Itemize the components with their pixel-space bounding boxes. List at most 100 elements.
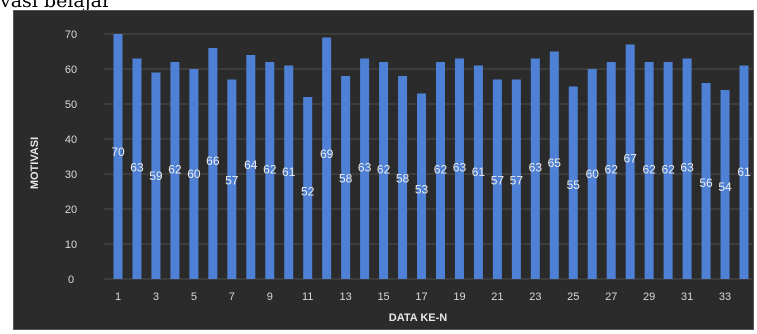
data-labels: 70 63 59 62 60 66 57 64 62 61 52 69 58 63 62 58 53 62 63 61… — [111, 145, 751, 199]
data-label: 63 — [358, 160, 372, 174]
data-label: 63 — [453, 160, 467, 174]
data-label: 61 — [282, 165, 296, 179]
x-tick-label: 25 — [567, 291, 579, 303]
x-tick-label: 27 — [605, 291, 617, 303]
data-label: 63 — [130, 160, 144, 174]
y-tick-label: 10 — [65, 239, 77, 251]
data-label: 67 — [624, 152, 638, 166]
data-label: 61 — [737, 165, 751, 179]
x-tick-label: 15 — [377, 291, 389, 303]
y-tick-label: 20 — [65, 204, 77, 216]
data-label: 70 — [111, 145, 125, 159]
data-label: 64 — [244, 158, 258, 172]
data-label: 62 — [377, 163, 391, 177]
bar — [284, 65, 294, 279]
bar — [511, 79, 521, 279]
data-label: 57 — [510, 174, 524, 188]
x-tick-label: 31 — [681, 291, 693, 303]
y-tick-label: 0 — [68, 274, 74, 286]
bar — [227, 79, 237, 279]
data-label: 63 — [680, 160, 694, 174]
bar — [473, 65, 483, 279]
data-label: 56 — [699, 176, 713, 190]
x-tick-label: 5 — [191, 291, 197, 303]
data-label: 62 — [263, 163, 277, 177]
chart-frame: 0 10 20 30 40 50 60 70 1 3 5 7 9 11 13 15 17 19 21 23 25 27 2… — [13, 10, 754, 330]
bar — [625, 44, 635, 279]
y-tick-label: 40 — [65, 134, 77, 146]
y-tick-label: 60 — [65, 64, 77, 76]
data-label: 62 — [605, 163, 619, 177]
bar — [530, 58, 540, 279]
bar — [151, 72, 161, 279]
bar — [246, 55, 256, 279]
y-tick-labels: 0 10 20 30 40 50 60 70 — [65, 29, 77, 286]
y-tick-label: 30 — [65, 169, 77, 181]
data-label: 63 — [529, 160, 543, 174]
data-label: 54 — [718, 180, 732, 194]
figure-caption: vasi belajar — [0, 0, 112, 12]
data-label: 62 — [168, 163, 182, 177]
bar — [113, 34, 123, 279]
bar — [663, 62, 673, 279]
data-label: 58 — [339, 171, 353, 185]
bar — [682, 58, 692, 279]
x-tick-label: 7 — [229, 291, 235, 303]
x-tick-label: 11 — [302, 291, 313, 303]
bar — [303, 97, 313, 279]
y-tick-label: 70 — [65, 29, 77, 41]
x-axis-title: DATA KE-N — [389, 312, 448, 324]
bar — [189, 69, 199, 279]
x-tick-label: 21 — [491, 291, 503, 303]
bar — [341, 76, 351, 279]
data-label: 53 — [415, 182, 429, 196]
x-tick-label: 9 — [267, 291, 273, 303]
bar — [701, 83, 711, 279]
bar — [265, 62, 275, 279]
x-tick-label: 33 — [719, 291, 731, 303]
data-label: 59 — [149, 169, 163, 183]
x-tick-label: 19 — [453, 291, 465, 303]
gridlines — [104, 33, 752, 280]
x-tick-label: 13 — [340, 291, 352, 303]
data-label: 60 — [586, 167, 600, 181]
y-axis-title: MOTIVASI — [29, 137, 41, 189]
bar — [492, 79, 502, 279]
bar — [132, 58, 142, 279]
bar — [720, 90, 730, 279]
data-label: 61 — [472, 165, 486, 179]
bar — [454, 58, 464, 279]
bar — [435, 62, 445, 279]
bar — [587, 69, 597, 279]
data-label: 62 — [434, 163, 448, 177]
bar — [549, 51, 559, 279]
bar — [739, 65, 749, 279]
bar — [322, 37, 332, 279]
data-label: 66 — [206, 154, 220, 168]
data-label: 57 — [491, 174, 505, 188]
data-label: 60 — [187, 167, 201, 181]
bar — [170, 62, 180, 279]
data-label: 55 — [567, 178, 581, 192]
bars — [113, 34, 749, 279]
x-tick-label: 1 — [115, 291, 121, 303]
x-tick-label: 29 — [643, 291, 655, 303]
data-label: 58 — [396, 171, 410, 185]
x-tick-label: 3 — [153, 291, 159, 303]
bar — [398, 76, 408, 279]
data-label: 69 — [320, 147, 334, 161]
y-tick-label: 50 — [65, 99, 77, 111]
data-label: 52 — [301, 185, 315, 199]
bar — [360, 58, 370, 279]
x-tick-labels: 1 3 5 7 9 11 13 15 17 19 21 23 25 27 29 31 33 — [115, 291, 731, 303]
data-label: 62 — [661, 163, 675, 177]
bar — [379, 62, 389, 279]
x-tick-label: 23 — [529, 291, 541, 303]
bar — [568, 86, 578, 279]
data-label: 62 — [642, 163, 656, 177]
bar — [644, 62, 654, 279]
data-label: 65 — [548, 156, 562, 170]
bar — [208, 48, 218, 279]
x-tick-label: 17 — [415, 291, 427, 303]
